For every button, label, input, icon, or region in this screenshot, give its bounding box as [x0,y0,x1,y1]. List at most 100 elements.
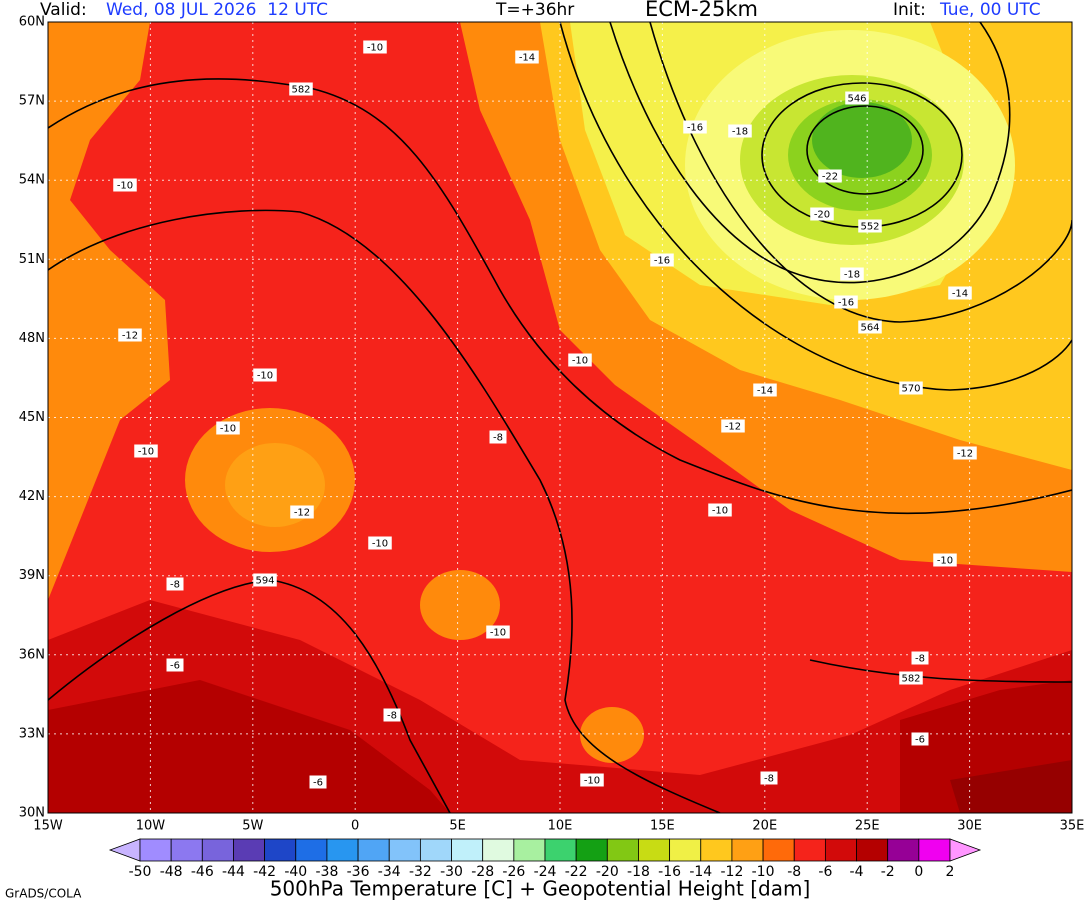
contour-label: -12 [957,449,973,460]
lat-label: 54N [19,173,45,188]
contour-label-box [166,658,184,672]
colorbar-tick-label: -36 [347,864,370,880]
contour-label-box [568,353,592,367]
colorbar-tick-label: -20 [596,864,619,880]
contour-label-box [216,421,240,435]
contour-label-box [253,368,277,382]
contour-label: -8 [170,580,180,591]
contour-label: -12 [122,331,138,342]
contour-label: -18 [844,270,860,281]
contour-label-box [515,50,539,64]
colorbar-triangle [108,838,141,862]
contour-label-box [818,169,842,183]
contour-label-box [134,444,158,458]
contour-label: -10 [138,447,154,458]
contour-label: -10 [490,628,506,639]
field-title: 500hPa Temperature [C] + Geopotential He… [270,877,811,901]
lat-label: 51N [19,252,45,267]
contour-label: -10 [572,356,588,367]
contour-label-box [911,651,929,665]
colorbar-tick-label: -12 [720,864,743,880]
colorbar-tick-label: -4 [850,864,864,880]
lon-label: 20E [752,819,777,834]
contour-label: -6 [915,735,925,746]
colorbar-box [326,838,359,862]
contour-label: -10 [372,539,388,550]
colorbar-box [419,838,452,862]
lon-label: 30E [957,819,982,834]
colorbar-tick-label: -50 [129,864,152,880]
colorbar-tick-label: -24 [534,864,557,880]
colorbar-box [731,838,764,862]
colorbar-box [451,838,484,862]
contour-label: -20 [814,210,830,221]
colorbar-box [700,838,733,862]
contour-label: -12 [294,508,310,519]
contour-label: -10 [257,371,273,382]
contour-label-box [383,708,401,722]
lat-label: 48N [19,331,45,346]
valid-time: Wed, 08 JUL 2026 12 UTC [106,0,328,20]
contour-label: -14 [952,289,968,300]
contour-label: -12 [725,422,741,433]
field-orange-blob [580,707,644,763]
field-darker-red [48,680,450,813]
contour-label: -8 [493,433,503,444]
contour-label: -16 [654,256,670,267]
contour-line [559,22,1072,391]
colorbar-tick-label: -34 [378,864,401,880]
contour-label-box [683,120,707,134]
colorbar-tick-label: -38 [315,864,338,880]
contour-label: -8 [387,711,397,722]
colorbar-box [544,838,577,862]
colorbar-box [388,838,421,862]
contour-label: -10 [712,506,728,517]
contour-label: -6 [170,661,180,672]
contour-label: -8 [915,654,925,665]
graticule [48,22,1072,813]
contour-label: 564 [860,323,879,334]
lat-label: 45N [19,410,45,425]
contour-label: 594 [255,576,274,587]
lon-label: 5W [242,819,263,834]
contour-label-box [368,536,392,550]
colorbar-box [918,838,951,862]
forecast-hour: T=+36hr [495,0,574,20]
colorbar-triangle [949,838,982,862]
contour-label: -10 [367,43,383,54]
colorbar-box [669,838,702,862]
colorbar-tick-label: -26 [502,864,525,880]
colorbar-box [482,838,515,862]
contour-label: -18 [732,127,748,138]
contour-label-box [810,207,834,221]
colorbar-tick-label: -30 [440,864,463,880]
contour-label-box [166,577,184,591]
contour-label: 570 [901,384,920,395]
contour-label-box [721,419,745,433]
colorbar-tick-label: -6 [818,864,832,880]
contour-label-box [309,775,327,789]
lon-label: 15E [650,819,675,834]
contour-label-box [948,286,972,300]
contour-label: -16 [687,123,703,134]
contour-line [806,105,924,195]
colorbar-tick-label: -42 [253,864,276,880]
contour-label-box [953,446,977,460]
init-label: Init: [893,0,926,20]
colorbar-box [170,838,203,862]
contour-line [649,22,1072,323]
colorbar-tick-label: -8 [787,864,801,880]
colorbar-box [295,838,328,862]
colorbar-box [575,838,608,862]
contour-label: -8 [764,774,774,785]
colorbar-box [201,838,234,862]
contour-label-box [840,267,864,281]
contour-label-box [899,381,923,395]
contour-label-box [858,219,882,233]
colorbar-tick-label: 2 [946,864,955,880]
contour-label-box [760,771,778,785]
contour-label-box [708,503,732,517]
contour-label-box [290,505,314,519]
lon-label: 10E [548,819,573,834]
